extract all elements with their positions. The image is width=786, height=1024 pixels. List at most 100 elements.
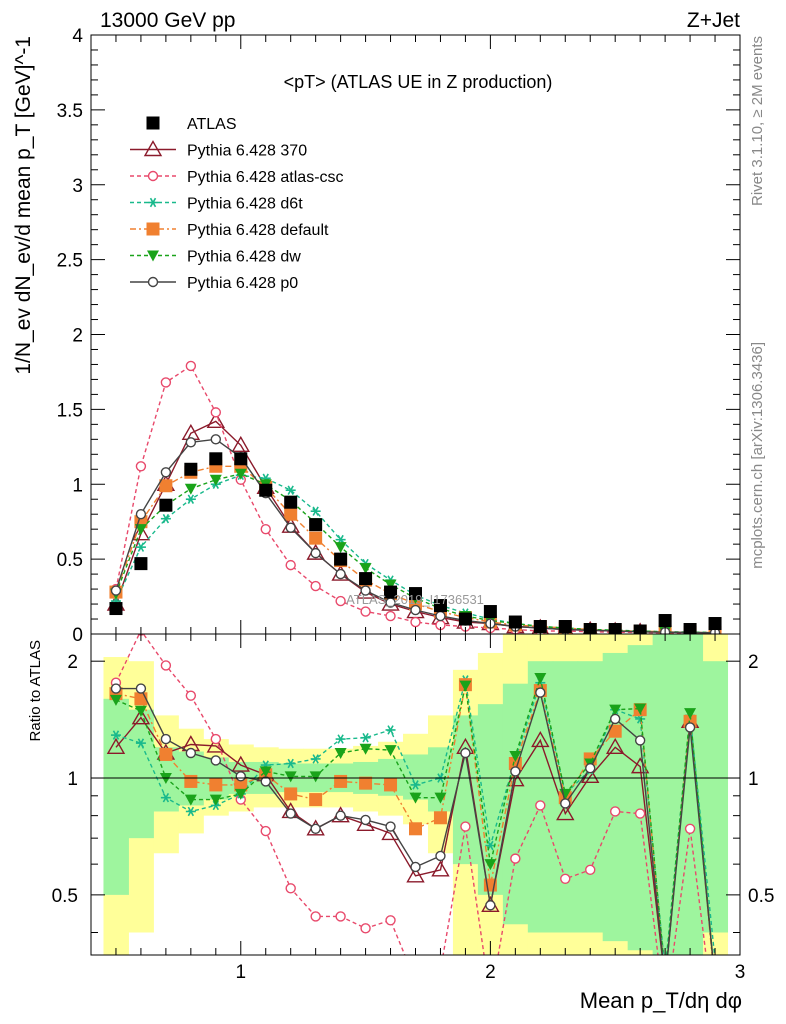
data-point bbox=[360, 606, 371, 617]
ratio-data-point bbox=[309, 771, 322, 783]
ratio-data-point bbox=[710, 956, 720, 965]
ratio-y-tick-label: 2 bbox=[748, 652, 759, 673]
ratio-data-point bbox=[184, 794, 197, 806]
y-tick-label: 3.5 bbox=[57, 101, 83, 122]
ratio-data-point bbox=[234, 788, 247, 800]
ratio-data-point bbox=[385, 725, 396, 735]
ratio-data-point bbox=[659, 974, 672, 987]
ratio-y-tick-label: 2 bbox=[67, 652, 78, 673]
ratio-data-point bbox=[460, 747, 471, 759]
ratio-data-point bbox=[433, 811, 447, 825]
atlas-data-point bbox=[433, 599, 447, 613]
legend-entry: Pythia 6.428 d6t bbox=[130, 196, 303, 213]
atlas-data-point bbox=[384, 585, 398, 599]
ratio-data-point bbox=[534, 673, 547, 685]
ratio-data-point bbox=[210, 733, 222, 745]
legend-label: Pythia 6.428 dw bbox=[187, 249, 301, 266]
ratio-data-point bbox=[709, 976, 721, 987]
data-point bbox=[135, 509, 147, 520]
x-tick-label: 1 bbox=[235, 962, 246, 983]
ratio-data-point bbox=[134, 705, 147, 717]
ratio-data-point bbox=[110, 683, 122, 694]
ratio-data-point bbox=[231, 755, 250, 772]
legend-label: Pythia 6.428 default bbox=[187, 222, 329, 239]
ratio-data-point bbox=[609, 704, 622, 716]
legend-entry: ATLAS bbox=[146, 116, 237, 133]
x-axis-label: Mean p_T/dη dφ bbox=[580, 988, 742, 1013]
ratio-data-point bbox=[585, 864, 596, 876]
data-point bbox=[360, 585, 371, 596]
data-point bbox=[385, 610, 396, 622]
ratio-data-point bbox=[234, 778, 248, 792]
ratio-data-point bbox=[109, 694, 122, 706]
data-point bbox=[185, 360, 197, 372]
atlas-data-point bbox=[284, 495, 298, 509]
data-point bbox=[285, 485, 296, 495]
ratio-data-point bbox=[609, 713, 621, 725]
data-point bbox=[410, 604, 421, 616]
ratio-data-point bbox=[106, 737, 126, 754]
ratio-data-point bbox=[711, 976, 720, 985]
ratio-data-point bbox=[284, 771, 297, 783]
data-point bbox=[335, 595, 346, 607]
ratio-data-point bbox=[581, 766, 600, 784]
ratio-data-point bbox=[356, 814, 375, 831]
ratio-data-point bbox=[560, 798, 571, 809]
data-point bbox=[210, 434, 222, 445]
ratio-data-point bbox=[659, 970, 671, 981]
ratio-data-point bbox=[634, 703, 647, 715]
ratio-data-point bbox=[285, 758, 296, 769]
legend-label: Pythia 6.428 d6t bbox=[187, 196, 303, 213]
atlas-data-point bbox=[334, 552, 348, 566]
side-label-mcplots: mcplots.cern.ch [arXiv:1306.3436] bbox=[749, 342, 766, 569]
ratio-y-tick-label: 1 bbox=[748, 769, 759, 790]
band-1sigma-bin bbox=[602, 652, 629, 942]
ratio-data-point bbox=[506, 770, 525, 787]
y-tick-label: 3 bbox=[72, 176, 83, 197]
ratio-data-point bbox=[411, 976, 420, 985]
ratio-data-point bbox=[486, 994, 495, 1003]
ratio-data-point bbox=[335, 734, 346, 744]
legend-label: ATLAS bbox=[187, 116, 237, 133]
ratio-data-point bbox=[406, 866, 425, 883]
y-tick-label: 2 bbox=[72, 326, 83, 347]
data-point bbox=[310, 506, 321, 516]
data-point bbox=[309, 531, 323, 545]
ratio-data-point bbox=[484, 859, 497, 871]
ratio-data-point bbox=[509, 750, 522, 762]
band-1sigma-bin bbox=[527, 661, 554, 933]
ratio-data-point bbox=[309, 793, 323, 807]
ratio-y-tick-label: 0.5 bbox=[748, 886, 774, 907]
legend-marker bbox=[147, 276, 159, 288]
ratio-data-point bbox=[360, 923, 371, 934]
y-tick-label: 1.5 bbox=[57, 400, 83, 421]
ratio-data-point bbox=[460, 821, 471, 832]
ratio-data-point bbox=[485, 900, 496, 911]
ratio-y-axis-label: Ratio to ATLAS bbox=[27, 640, 44, 741]
band-1sigma-bin bbox=[677, 634, 704, 955]
data-point bbox=[335, 568, 346, 580]
ratio-data-point bbox=[285, 883, 296, 894]
atlas-data-point bbox=[259, 483, 273, 497]
ratio-data-point bbox=[360, 814, 371, 826]
ratio-series-line bbox=[115, 716, 714, 955]
ratio-data-point bbox=[260, 825, 271, 837]
ratio-data-point bbox=[661, 976, 670, 985]
band-1sigma-bin bbox=[577, 661, 604, 933]
ratio-data-point bbox=[634, 735, 646, 746]
ratio-data-point bbox=[185, 806, 196, 817]
ratio-data-point bbox=[260, 776, 271, 787]
atlas-data-point bbox=[458, 612, 472, 626]
data-point bbox=[206, 411, 226, 429]
ratio-data-point bbox=[235, 771, 246, 782]
ratio-data-point bbox=[431, 860, 450, 877]
y-tick-label: 4 bbox=[72, 26, 83, 47]
ratio-data-point bbox=[608, 724, 622, 738]
y-tick-label: 0.5 bbox=[57, 550, 83, 571]
atlas-data-point bbox=[483, 605, 497, 619]
legend-entry: Pythia 6.428 atlas-csc bbox=[130, 169, 344, 186]
ratio-data-point bbox=[206, 736, 226, 753]
data-point bbox=[285, 559, 296, 571]
atlas-data-point bbox=[708, 617, 722, 631]
atlas-data-point bbox=[359, 572, 373, 586]
